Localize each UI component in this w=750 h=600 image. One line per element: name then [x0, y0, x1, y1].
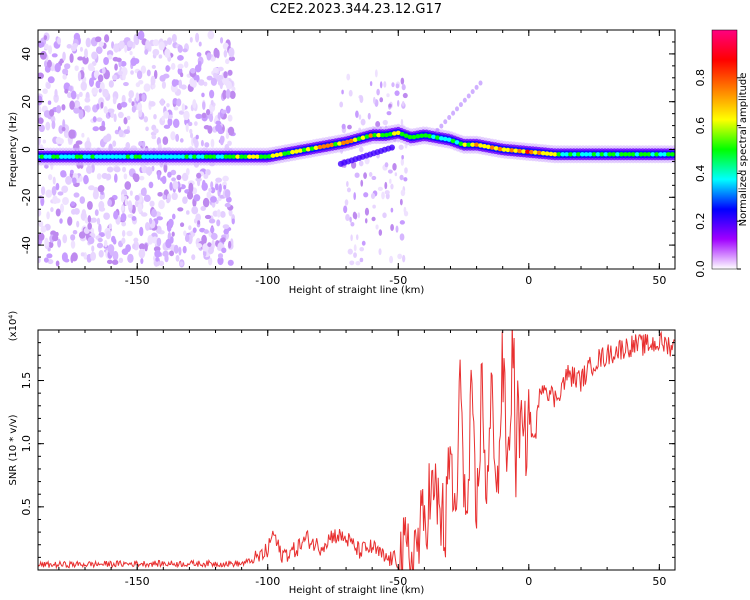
x-tick-label: 50 [652, 575, 666, 588]
colorbar-gradient [711, 29, 738, 270]
y-tick-label: 1.5 [20, 372, 33, 390]
colorbar-label: Normalized spectral amplitude [738, 73, 749, 227]
colorbar-tick-label: 0.2 [694, 212, 707, 230]
y-tick-label: 0.5 [20, 498, 33, 516]
spectrogram-area [38, 30, 675, 268]
x-tick-label: -150 [125, 274, 150, 287]
x-tick-label: 0 [525, 274, 532, 287]
x-axis-label: Height of straight line (km) [289, 285, 425, 296]
y-axis-label: SNR (10 * v/v) [8, 414, 19, 485]
y-scale-label: (x10⁴) [8, 311, 19, 342]
colorbar-tick-label: 0.4 [694, 165, 707, 183]
snr-area [38, 330, 675, 570]
x-tick-label: 50 [652, 274, 666, 287]
x-tick-label: -100 [255, 575, 280, 588]
y-tick-label: 40 [20, 47, 33, 61]
y-tick-label: 1.0 [20, 435, 33, 453]
x-tick-label: -50 [389, 274, 407, 287]
chart-title: C2E2.2023.344.23.12.G17 [269, 2, 443, 17]
y-tick-label: 0 [20, 146, 33, 153]
x-tick-label: -100 [255, 274, 280, 287]
x-tick-label: 0 [525, 575, 532, 588]
noise-speckles [38, 30, 409, 268]
x-tick-label: -150 [125, 575, 150, 588]
snr-panel: -150 -100 -50 0 50 0.5 1.0 1.5 Height of straigh… [8, 311, 676, 596]
y-tick-label: -40 [20, 236, 33, 254]
colorbar-tick-label: 0.0 [694, 260, 707, 278]
snr-frame [37, 329, 676, 571]
colorbar-tick-label: 0.8 [694, 69, 707, 87]
colorbar: 0.0 0.2 0.4 0.6 0.8 Normalized spectral ampli… [694, 29, 749, 278]
x-tick-label: -50 [389, 575, 407, 588]
spectrogram-panel: -150 -100 -50 0 50 -40 -20 0 20 40 Height of strai… [8, 29, 676, 296]
signal-ridge [38, 80, 675, 167]
y-tick-label: 20 [20, 95, 33, 109]
colorbar-tick-label: 0.6 [694, 117, 707, 135]
y-tick-label: -20 [20, 188, 33, 206]
x-axis-label: Height of straight line (km) [289, 585, 425, 596]
snr-line [38, 330, 675, 570]
y-axis-label: Frequency (Hz) [8, 112, 19, 188]
